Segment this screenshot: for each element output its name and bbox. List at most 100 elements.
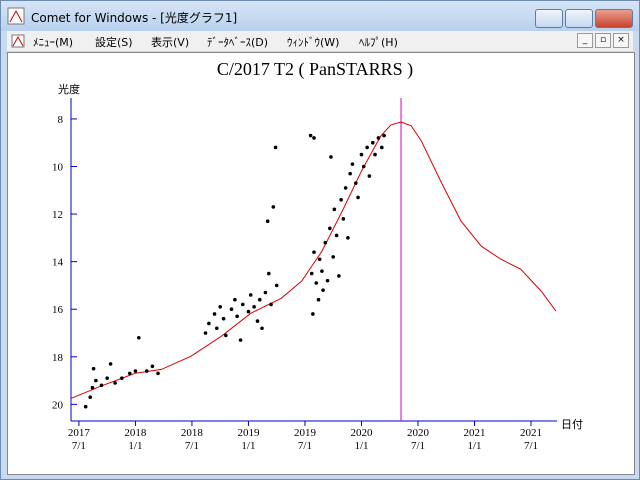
data-point: [266, 271, 271, 276]
chart: C/2017 T2 ( PanSTARRS ) 光度 日付 8 10 12 14 16 1…: [52, 59, 583, 452]
data-point: [99, 383, 104, 388]
window-title: Comet for Windows - [光度グラフ1]: [31, 11, 238, 25]
app-icon: [7, 7, 25, 25]
menu-item[interactable]: 設定(S): [95, 36, 133, 49]
x-tick-label: 2020 1/1: [350, 427, 373, 452]
data-point: [323, 240, 328, 245]
data-point: [348, 171, 352, 176]
data-point: [328, 226, 332, 231]
data-point: [329, 155, 333, 159]
data-point: [252, 305, 256, 309]
menu-item[interactable]: ｳｨﾝﾄﾞｳ(W): [287, 36, 340, 49]
data-point: [317, 257, 322, 262]
data-point: [88, 395, 93, 400]
data-point: [229, 307, 234, 312]
data-point: [316, 297, 321, 302]
menu-item[interactable]: ﾒﾆｭｰ(M): [33, 36, 74, 49]
data-point: [248, 293, 253, 297]
data-point: [94, 378, 98, 383]
x-axis-label: 日付: [561, 418, 583, 431]
data-point: [367, 174, 372, 178]
data-point: [144, 369, 149, 373]
data-point: [346, 236, 350, 240]
data-point: [133, 369, 138, 373]
x-tick-label: 2021 7/1: [520, 427, 542, 452]
data-point: [260, 326, 264, 331]
data-point: [308, 133, 313, 138]
data-point: [233, 297, 237, 302]
data-point: [341, 217, 346, 221]
minimize-button[interactable]: [535, 9, 563, 28]
menu-item[interactable]: ﾃﾞｰﾀﾍﾞｰｽ(D): [207, 36, 269, 49]
data-point: [309, 271, 314, 276]
data-point: [127, 371, 132, 376]
data-point: [373, 152, 377, 157]
data-point: [203, 331, 208, 335]
y-tick-label: 14: [52, 257, 64, 269]
data-point: [339, 197, 343, 202]
data-point: [380, 145, 384, 150]
data-point: [320, 269, 324, 273]
data-point: [376, 136, 381, 140]
data-point: [257, 297, 262, 302]
chart-title: C/2017 T2 ( PanSTARRS ): [217, 59, 413, 80]
data-point: [359, 152, 364, 157]
x-tick-label: 2017 7/1: [68, 427, 91, 452]
data-point: [207, 321, 211, 326]
data-point: [90, 385, 95, 390]
x-tick-label: 2018 1/1: [124, 427, 147, 452]
x-tick-label: 2019 7/1: [294, 427, 317, 452]
y-axis-label: 光度: [58, 82, 80, 96]
data-point: [108, 362, 113, 366]
data-point: [332, 207, 337, 212]
data-point: [337, 274, 341, 278]
data-point: [212, 312, 217, 316]
data-point: [240, 302, 245, 307]
data-point: [334, 233, 339, 238]
data-point: [113, 381, 117, 385]
data-point: [361, 164, 366, 169]
data-point: [218, 305, 222, 309]
menu-item[interactable]: ﾍﾙﾌﾟ(H): [359, 36, 398, 49]
data-point: [370, 140, 375, 145]
data-point: [312, 250, 316, 254]
data-point: [312, 136, 316, 140]
x-tick-label: 2020 7/1: [407, 427, 430, 452]
doc-icon: [11, 34, 25, 48]
curve: [70, 121, 557, 399]
y-tick-label: 20: [52, 399, 64, 411]
data-point: [331, 255, 336, 259]
title-bar: Comet for Windows - [光度グラフ1]: [1, 1, 639, 31]
data-point: [238, 338, 243, 342]
data-point: [343, 186, 348, 190]
y-tick-label: 18: [52, 352, 64, 364]
mdi-minimize[interactable]: _: [577, 33, 593, 48]
data-point: [224, 333, 228, 338]
data-point: [271, 205, 276, 209]
data-point: [105, 376, 109, 380]
mdi-close[interactable]: ×: [613, 33, 629, 48]
data-point: [269, 302, 273, 307]
data-point: [215, 326, 219, 331]
maximize-button[interactable]: [565, 9, 593, 28]
data-point: [156, 371, 160, 376]
x-tick-label: 2021 1/1: [463, 427, 485, 452]
data-point: [382, 133, 386, 138]
data-point: [246, 309, 251, 314]
data-point: [274, 283, 279, 288]
data-point: [221, 316, 226, 321]
close-button[interactable]: [595, 9, 633, 28]
data-point: [311, 312, 315, 316]
menu-item[interactable]: 表示(V): [151, 36, 190, 49]
data-point: [120, 376, 124, 380]
y-tick-label: 12: [52, 209, 63, 221]
x-tick-label: 2018 7/1: [181, 427, 204, 452]
x-tick-label: 2019 1/1: [237, 427, 260, 452]
y-tick-label: 16: [52, 304, 64, 316]
mdi-restore[interactable]: ▫: [595, 33, 611, 48]
data-point: [83, 404, 88, 409]
data-point: [321, 288, 325, 292]
data-point: [365, 145, 369, 150]
data-point: [263, 290, 268, 295]
